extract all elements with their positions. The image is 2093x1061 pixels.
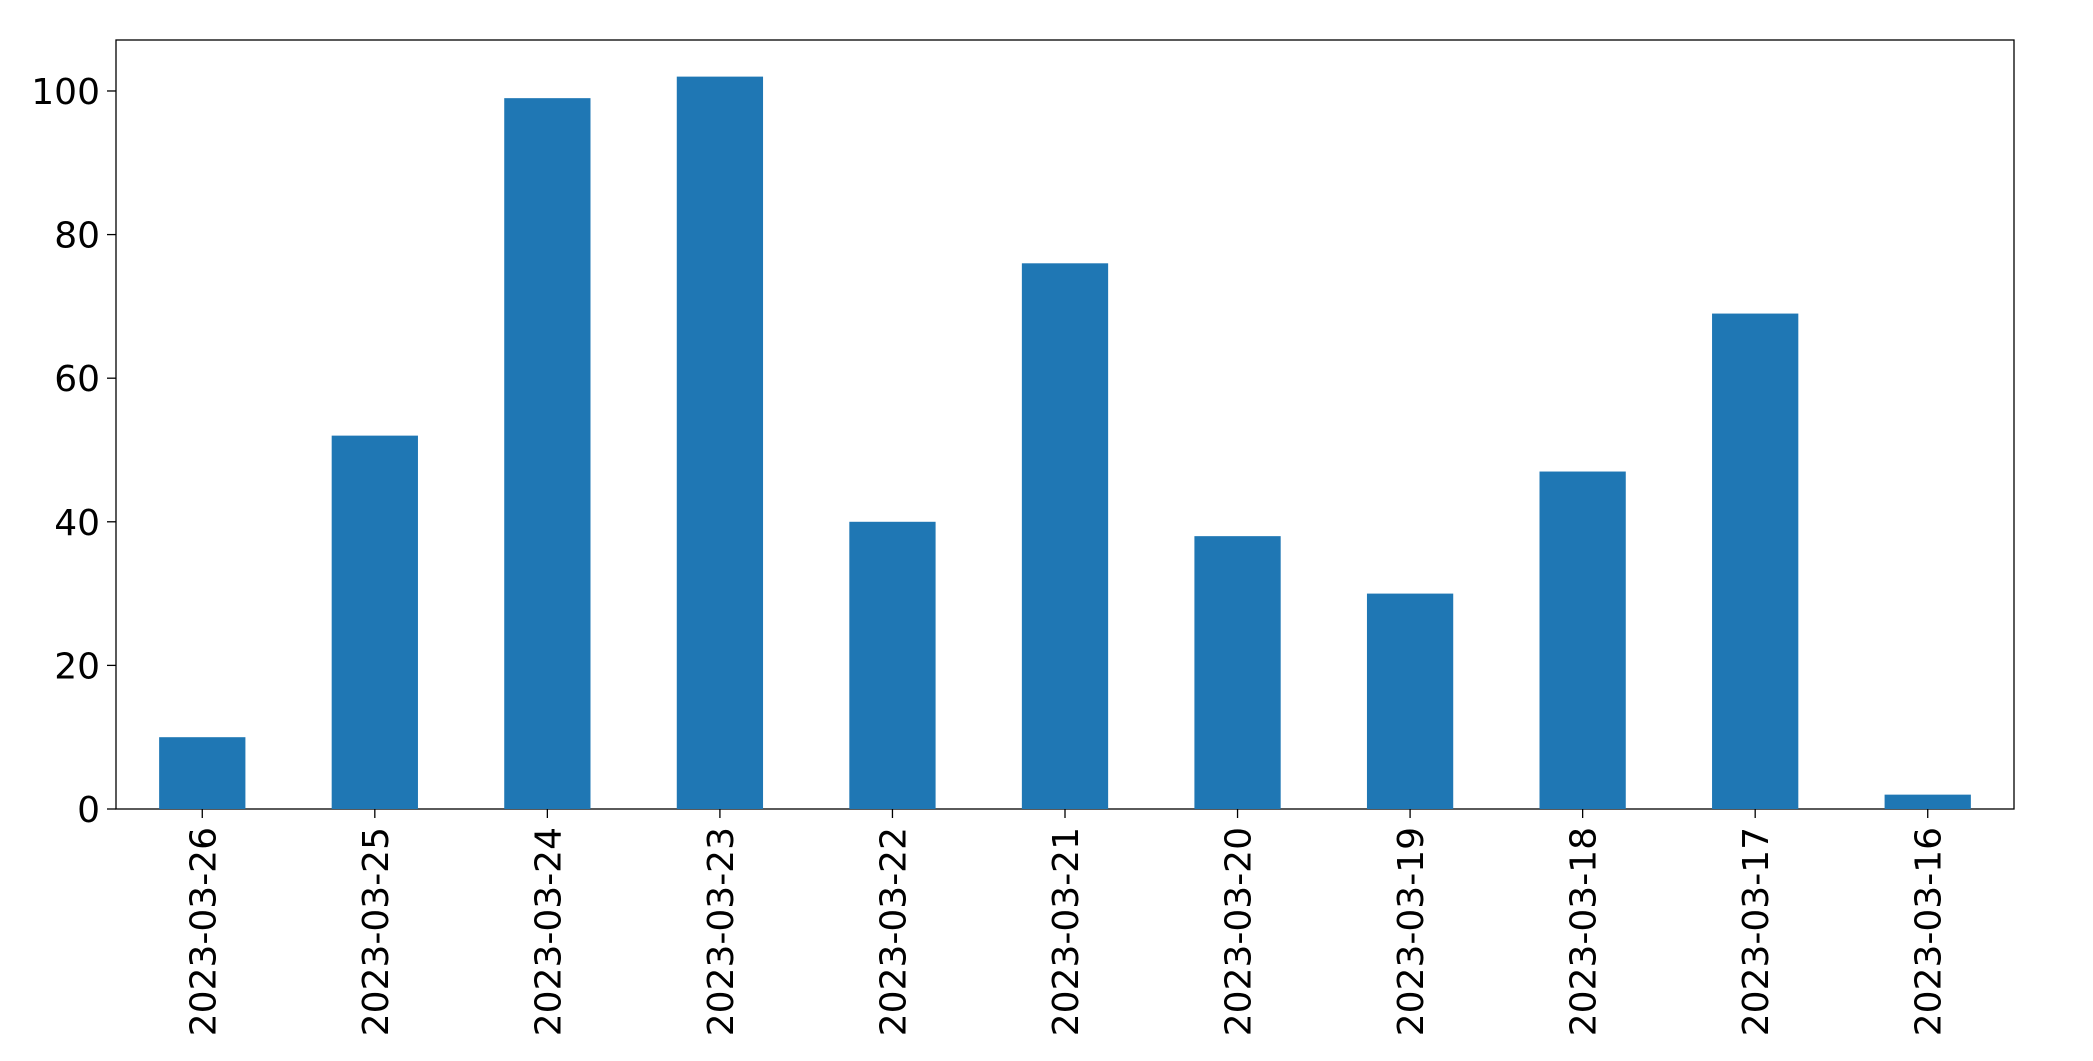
x-tick-label: 2023-03-17 — [1736, 827, 1777, 1036]
bar — [1194, 536, 1281, 809]
bar — [1884, 794, 1971, 809]
y-tick-label: 80 — [54, 216, 100, 257]
y-tick-label: 0 — [77, 790, 100, 831]
x-tick-label: 2023-03-22 — [873, 827, 914, 1036]
bar — [331, 435, 418, 809]
x-tick-label: 2023-03-23 — [701, 827, 742, 1036]
bar — [676, 76, 764, 810]
x-tick-label: 2023-03-18 — [1564, 827, 1605, 1036]
y-tick-label: 60 — [54, 359, 100, 400]
bar — [504, 98, 591, 809]
x-tick-label: 2023-03-26 — [183, 827, 224, 1036]
bar — [1366, 593, 1454, 809]
bar — [159, 737, 246, 809]
bar — [1021, 263, 1109, 809]
y-tick-label: 100 — [31, 72, 100, 113]
x-tick-label: 2023-03-19 — [1391, 827, 1432, 1036]
y-tick-label: 40 — [54, 503, 100, 544]
x-tick-label: 2023-03-21 — [1046, 827, 1087, 1036]
x-tick-label: 2023-03-24 — [528, 827, 569, 1036]
bar — [1539, 471, 1626, 809]
y-tick-label: 20 — [54, 646, 100, 687]
bar — [1712, 313, 1799, 809]
bar — [849, 521, 936, 809]
x-tick-label: 2023-03-25 — [356, 827, 397, 1036]
x-tick-label: 2023-03-20 — [1219, 827, 1260, 1036]
x-tick-label: 2023-03-16 — [1909, 827, 1950, 1036]
